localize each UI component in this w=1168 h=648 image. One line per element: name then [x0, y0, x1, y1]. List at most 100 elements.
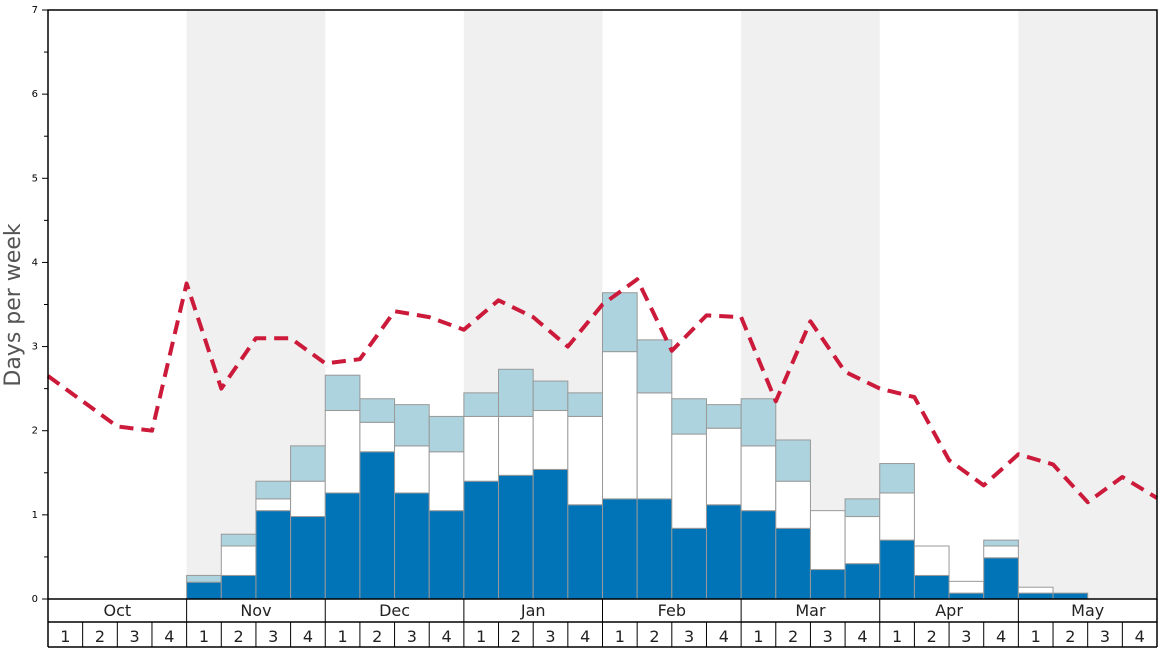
- bar-segment: [705, 504, 742, 600]
- bar-segment: [394, 445, 430, 494]
- trend-line-group: [46, 277, 1159, 505]
- week-label: 2: [511, 627, 521, 646]
- week-label: 1: [753, 627, 763, 646]
- bar-segment: [394, 404, 430, 447]
- bar-segment: [324, 374, 361, 412]
- bar-segment: [255, 510, 292, 600]
- week-label: 4: [303, 627, 313, 646]
- bar-segment: [948, 580, 985, 594]
- bar-segment: [671, 398, 707, 435]
- week-label: 3: [1100, 627, 1110, 646]
- bar-segment: [359, 421, 396, 453]
- bar-segment: [913, 574, 950, 600]
- week-label: 1: [199, 627, 209, 646]
- week-label: 4: [719, 627, 729, 646]
- bar-segment: [324, 410, 361, 494]
- bar-segment: [324, 492, 361, 600]
- bar-segment: [428, 415, 465, 453]
- week-label: 3: [823, 627, 833, 646]
- y-tick-label: 5: [32, 173, 38, 184]
- week-label: 4: [164, 627, 174, 646]
- week-label: 3: [130, 627, 140, 646]
- bar-segment: [844, 498, 881, 518]
- bar-segment: [394, 492, 430, 600]
- week-label: 4: [1135, 627, 1145, 646]
- bar-segment: [463, 415, 500, 482]
- bar-segment: [532, 380, 569, 412]
- bar-segment: [809, 510, 846, 571]
- week-label: 2: [1065, 627, 1075, 646]
- week-label: 4: [857, 627, 867, 646]
- bar-segment: [775, 527, 811, 600]
- bar-segment: [359, 451, 396, 600]
- bar-segment: [740, 398, 777, 447]
- month-band: [1018, 10, 1157, 599]
- bar-segment: [220, 533, 257, 547]
- bar-segment: [775, 439, 811, 482]
- bar-segment: [740, 510, 777, 600]
- month-label: Jan: [520, 601, 546, 620]
- bar-segment: [186, 581, 222, 600]
- bar-segment: [705, 404, 742, 429]
- bar-segment: [220, 574, 257, 600]
- bar-segment: [255, 498, 292, 512]
- month-label: Oct: [103, 601, 131, 620]
- bar-segment: [636, 339, 673, 394]
- bar-segment: [567, 504, 603, 600]
- bar-segment: [636, 392, 673, 500]
- y-tick-label: 0: [32, 594, 38, 605]
- week-label: 3: [268, 627, 278, 646]
- week-label: 1: [1031, 627, 1041, 646]
- week-label: 4: [441, 627, 451, 646]
- bar-segment: [983, 545, 1019, 559]
- bar-segment: [428, 510, 465, 600]
- bar-segment: [290, 480, 326, 518]
- bar-segment: [809, 569, 846, 600]
- bar-segment: [290, 516, 326, 600]
- week-label: 4: [580, 627, 590, 646]
- y-axis-label: Days per week: [1, 223, 26, 386]
- bar-segment: [983, 557, 1019, 600]
- bar-segment: [359, 398, 396, 423]
- bar-segment: [1052, 592, 1089, 600]
- bar-segment: [913, 545, 950, 576]
- week-label: 3: [961, 627, 971, 646]
- bar-segment: [290, 445, 326, 482]
- week-label: 2: [927, 627, 937, 646]
- week-label: 4: [996, 627, 1006, 646]
- bar-segment: [983, 539, 1019, 547]
- bar-segment: [220, 545, 257, 576]
- bar-segment: [705, 427, 742, 506]
- month-label: May: [1071, 601, 1104, 620]
- bar-segment: [532, 410, 569, 470]
- trend-line: [46, 277, 1159, 505]
- bar-segment: [879, 492, 915, 541]
- month-label: Mar: [795, 601, 826, 620]
- bar-segment: [602, 292, 638, 353]
- week-label: 1: [476, 627, 486, 646]
- y-tick-label: 3: [32, 342, 38, 353]
- month-label: Nov: [240, 601, 271, 620]
- week-label: 3: [407, 627, 417, 646]
- bar-segment: [532, 468, 569, 600]
- bar-segment: [775, 480, 811, 529]
- bar-segment: [498, 368, 534, 417]
- bar-segment: [567, 392, 603, 417]
- y-tick-label: 4: [32, 257, 38, 268]
- week-label: 2: [649, 627, 659, 646]
- bar-segment: [602, 498, 638, 600]
- bar-segment: [879, 463, 915, 494]
- month-label: Dec: [379, 601, 410, 620]
- bar-segment: [1017, 592, 1054, 600]
- bar-segment: [948, 592, 985, 600]
- y-tick-label: 7: [32, 5, 38, 16]
- week-label: 3: [684, 627, 694, 646]
- bar-segment: [463, 392, 500, 417]
- week-label: 2: [95, 627, 105, 646]
- bar-segment: [498, 415, 534, 476]
- bar-segment: [671, 527, 707, 600]
- bar-segment: [879, 539, 915, 600]
- bar-segment: [255, 480, 292, 500]
- y-tick-label: 6: [32, 89, 38, 100]
- bar-segment: [844, 516, 881, 565]
